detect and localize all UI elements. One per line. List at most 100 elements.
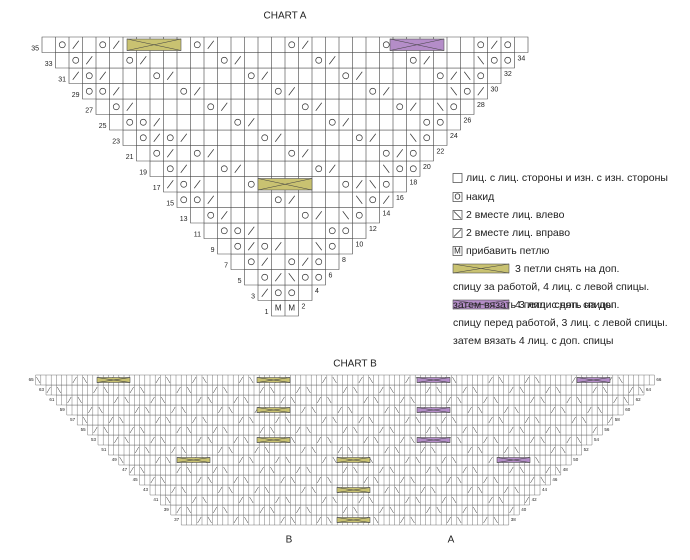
k2tog bbox=[139, 56, 147, 65]
yarn-over bbox=[274, 196, 282, 204]
k2tog bbox=[450, 71, 458, 80]
row-number: 21 bbox=[126, 154, 134, 161]
yarn-over bbox=[288, 289, 296, 297]
yarn-over bbox=[436, 118, 444, 126]
yarn-over bbox=[463, 87, 471, 95]
row-number: 4 bbox=[315, 288, 319, 295]
k2tog bbox=[99, 71, 107, 80]
k2tog bbox=[247, 118, 255, 127]
cable-cross bbox=[452, 263, 510, 274]
cell-mark: M bbox=[275, 303, 282, 312]
yarn-over bbox=[153, 72, 161, 80]
row-number: 45 bbox=[133, 477, 139, 482]
ssk bbox=[315, 242, 323, 251]
k2tog bbox=[193, 180, 201, 189]
cable-cross bbox=[256, 377, 291, 383]
legend-text: 3 петли снять на доп. bbox=[515, 263, 619, 275]
legend-text: затем вязать 3 лиц. с доп. спицы bbox=[453, 299, 613, 311]
legend-ssk bbox=[453, 229, 462, 237]
grid-row bbox=[56, 394, 634, 406]
yarn-over bbox=[274, 87, 282, 95]
grid-row bbox=[95, 98, 475, 115]
k2tog bbox=[72, 71, 80, 80]
grid-row bbox=[55, 52, 515, 69]
k2tog bbox=[247, 242, 255, 251]
k2tog bbox=[112, 40, 120, 49]
yarn-over bbox=[342, 227, 350, 235]
grid-row bbox=[244, 269, 326, 286]
grid-row bbox=[41, 36, 529, 53]
k2tog bbox=[193, 87, 201, 96]
k2tog bbox=[288, 195, 296, 204]
row-number: 2 bbox=[302, 303, 306, 310]
yarn-over bbox=[99, 41, 107, 49]
cable-cross bbox=[336, 457, 371, 463]
legend-symbol: O bbox=[454, 193, 460, 202]
row-number: 52 bbox=[584, 447, 590, 452]
cable-cross bbox=[256, 407, 291, 413]
k2tog bbox=[301, 257, 309, 266]
legend-icon bbox=[452, 192, 463, 202]
row-number: 65 bbox=[29, 377, 35, 382]
yarn-over bbox=[180, 180, 188, 188]
yarn-over bbox=[409, 165, 417, 173]
k2tog bbox=[288, 87, 296, 96]
cable-cross bbox=[176, 457, 211, 463]
ssk bbox=[450, 87, 458, 96]
k2tog bbox=[382, 87, 390, 96]
yarn-over bbox=[247, 72, 255, 80]
k2tog bbox=[166, 149, 174, 158]
yarn-over bbox=[193, 196, 201, 204]
k2tog bbox=[274, 242, 282, 251]
row-number: 55 bbox=[81, 427, 87, 432]
row-number: 9 bbox=[211, 247, 215, 254]
yarn-over bbox=[207, 103, 215, 111]
row-number: 49 bbox=[112, 457, 118, 462]
k2tog bbox=[328, 164, 336, 173]
k2tog bbox=[72, 40, 80, 49]
row-number: 42 bbox=[532, 497, 538, 502]
yarn-over bbox=[261, 134, 269, 142]
row-number: 14 bbox=[383, 210, 391, 217]
yarn-over bbox=[247, 258, 255, 266]
row-number: 20 bbox=[423, 164, 431, 171]
grid-row bbox=[109, 114, 461, 131]
yarn-over bbox=[328, 242, 336, 250]
yarn-over bbox=[328, 227, 336, 235]
row-number: 6 bbox=[329, 272, 333, 279]
grid-row bbox=[203, 222, 367, 239]
stitch-symbols bbox=[67, 396, 628, 404]
row-number: 22 bbox=[437, 148, 445, 155]
row-number: 16 bbox=[396, 195, 404, 202]
yarn-over bbox=[342, 72, 350, 80]
ssk bbox=[477, 56, 485, 65]
yarn-over bbox=[288, 258, 296, 266]
yarn-over bbox=[436, 72, 444, 80]
grid-row bbox=[122, 129, 448, 146]
row-number: 17 bbox=[153, 185, 161, 192]
grid-row bbox=[136, 145, 434, 162]
yarn-over bbox=[355, 134, 363, 142]
k2tog bbox=[274, 133, 282, 142]
k2tog bbox=[220, 102, 228, 111]
grid-row bbox=[217, 238, 353, 255]
yarn-over bbox=[193, 149, 201, 157]
yarn-over bbox=[139, 134, 147, 142]
cable-cross bbox=[336, 517, 371, 523]
yarn-over bbox=[301, 273, 309, 281]
yarn-over bbox=[450, 103, 458, 111]
legend-text: 2 вместе лиц. вправо bbox=[466, 227, 570, 239]
k2tog bbox=[247, 226, 255, 235]
chart-a-title: CHART A bbox=[264, 11, 307, 22]
k2tog bbox=[328, 56, 336, 65]
k2tog bbox=[153, 118, 161, 127]
legend-text: 2 вместе лиц. влево bbox=[466, 209, 565, 221]
row-number: 54 bbox=[594, 437, 600, 442]
yarn-over bbox=[261, 273, 269, 281]
row-number: 47 bbox=[122, 467, 128, 472]
row-number: 15 bbox=[166, 200, 174, 207]
k2tog bbox=[382, 195, 390, 204]
yarn-over bbox=[85, 72, 93, 80]
yarn-over bbox=[423, 118, 431, 126]
grid-row bbox=[160, 494, 530, 506]
